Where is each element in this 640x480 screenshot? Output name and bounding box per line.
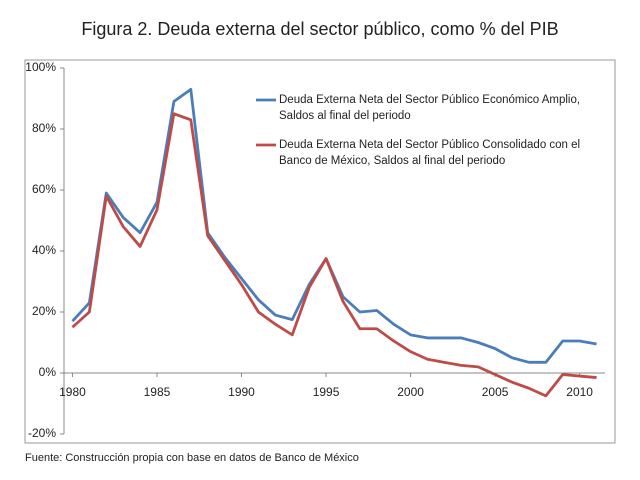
y-tick-label: 80% [32, 121, 56, 135]
x-tick-label: 2000 [397, 385, 424, 399]
y-tick-label: 100% [25, 60, 56, 74]
x-tick-label: 1985 [144, 385, 171, 399]
x-tick-label: 1995 [313, 385, 340, 399]
x-tick-label: 1980 [59, 385, 86, 399]
data-line [71, 112, 597, 398]
x-tick-label: 2010 [566, 385, 593, 399]
source-note: Fuente: Construcción propia con base en … [25, 452, 359, 464]
chart-frame [24, 59, 616, 444]
y-tick-label: 40% [32, 243, 56, 257]
y-tick-label: -20% [28, 426, 56, 440]
y-tick-label: 0% [39, 365, 57, 379]
chart-title: Figura 2. Deuda externa del sector públi… [81, 19, 558, 39]
legend-label: Deuda Externa Neta del Sector Público Co… [279, 139, 581, 167]
y-tick-label: 60% [32, 182, 56, 196]
x-tick-label: 2005 [482, 385, 509, 399]
legend-label: Deuda Externa Neta del Sector Público Ec… [279, 94, 581, 122]
x-tick-label: 1990 [228, 385, 255, 399]
y-tick-label: 20% [32, 304, 56, 318]
